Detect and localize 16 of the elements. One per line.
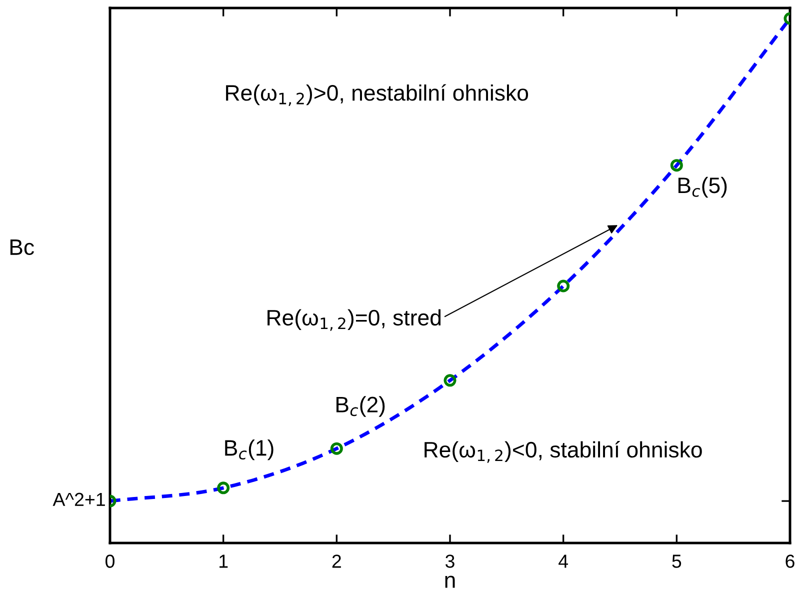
annotation: B$_{c}$(1) (225, 439, 274, 460)
x-tick-label: 1 (220, 554, 228, 568)
annotation: A^2+1 (52, 492, 105, 506)
x-tick-label: 4 (558, 554, 568, 568)
x-axis-title: n (445, 576, 455, 588)
annotation: Re(ω$_{1,2}$)>0, nestabilní ohnisko (226, 84, 528, 106)
x-tick-label: 6 (786, 554, 794, 568)
annotation: B$_{c}$(5) (678, 176, 727, 198)
x-tick-label: 2 (332, 554, 341, 568)
annotation: Re(ω$_{1,2}$)=0, stred (268, 309, 441, 331)
x-tick-label: 0 (106, 554, 114, 568)
annotation: B$_{c}$(2) (336, 396, 385, 417)
x-tick-label: 3 (446, 554, 454, 568)
annotation: Re(ω$_{1,2}$)<0, stabilní ohnisko (424, 441, 702, 463)
y-axis-title: Bc (10, 240, 34, 256)
x-tick-label: 5 (672, 554, 682, 568)
